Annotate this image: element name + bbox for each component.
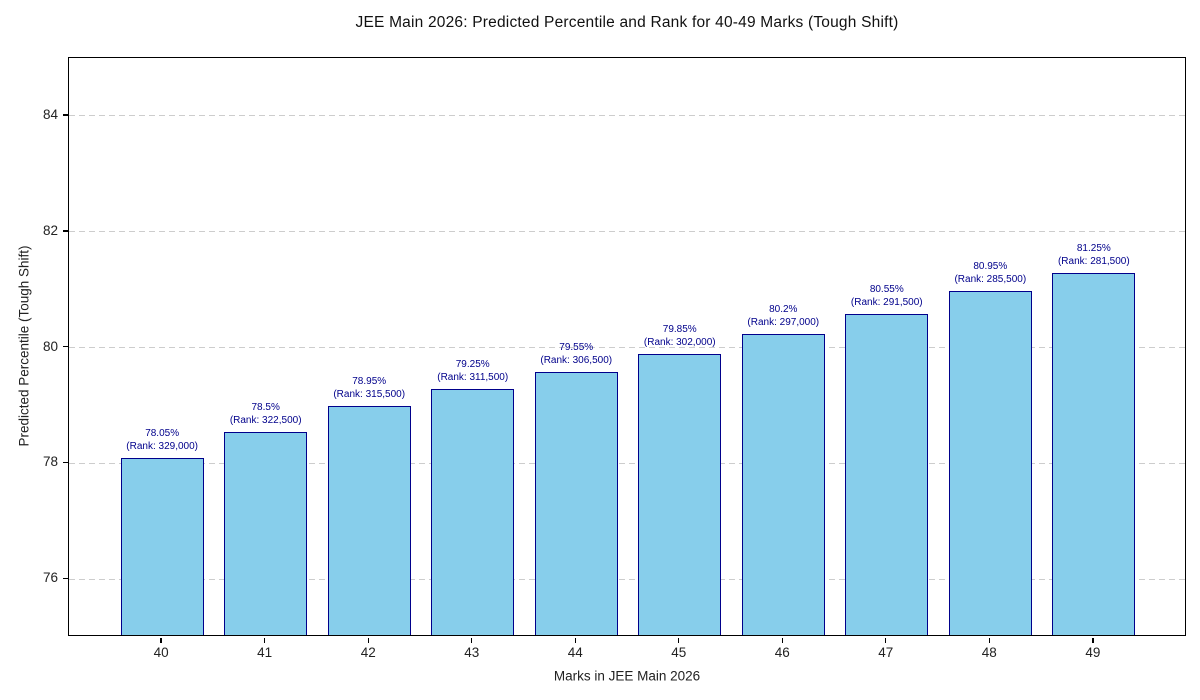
y-tick-label-76: 76 (42, 570, 58, 586)
bar-percent-label-41: 78.5% (251, 402, 280, 414)
x-tick-label-40: 40 (153, 645, 169, 660)
x-tick-label-46: 46 (774, 645, 790, 660)
bar-rank-label-44: (Rank: 306,500) (540, 354, 613, 366)
bar-rank-label-43: (Rank: 311,500) (437, 371, 509, 383)
bar-rank-label-40: (Rank: 329,000) (126, 441, 199, 453)
bar-label-43: 79.25% (Rank: 311,500) (383, 358, 563, 384)
bar-label-49: 81.25% (Rank: 281,500) (1004, 242, 1184, 268)
y-tick-mark-82 (63, 230, 68, 232)
x-tick-mark-45 (678, 637, 680, 643)
gridline-y-84 (69, 115, 1185, 117)
bar-label-47: 80.55% (Rank: 291,500) (797, 283, 977, 309)
y-tick-mark-76 (63, 577, 68, 579)
x-tick-label-44: 44 (567, 645, 583, 660)
bar-48 (948, 290, 1032, 635)
bar-rank-label-42: (Rank: 315,500) (333, 389, 406, 401)
x-tick-mark-41 (263, 637, 266, 643)
bar-label-40: 78.05% (Rank: 329,000) (72, 427, 252, 453)
bar-label-45: 79.85% (Rank: 302,000) (590, 323, 770, 349)
bar-percent-label-46: 80.2% (769, 303, 798, 315)
y-tick-label-80: 80 (42, 338, 58, 354)
bar-percent-label-44: 79.55% (559, 341, 594, 353)
x-tick-mark-44 (574, 637, 576, 643)
y-tick-mark-78 (63, 461, 68, 464)
bar-rank-label-48: (Rank: 285,500) (954, 273, 1027, 285)
x-tick-label-47: 47 (878, 645, 894, 660)
x-tick-mark-47 (885, 637, 887, 643)
bar-rank-label-47: (Rank: 291,500) (850, 296, 923, 308)
gridline-y-80 (69, 347, 1185, 348)
bar-rank-label-41: (Rank: 322,500) (229, 415, 302, 427)
bar-percent-label-45: 79.85% (662, 324, 697, 336)
bar-rank-label-45: (Rank: 302,000) (643, 337, 716, 349)
x-tick-label-41: 41 (257, 645, 273, 660)
bar-49 (1052, 273, 1136, 635)
x-tick-mark-42 (367, 637, 369, 643)
bar-percent-label-48: 80.95% (973, 260, 1008, 272)
x-axis-label: Marks in JEE Main 2026 (553, 668, 701, 684)
bar-label-44: 79.55% (Rank: 306,500) (486, 341, 666, 367)
y-tick-label-78: 78 (42, 454, 58, 470)
bar-percent-label-42: 78.95% (352, 376, 387, 388)
bar-percent-label-40: 78.05% (145, 428, 180, 440)
bar-44 (534, 371, 618, 635)
bar-percent-label-43: 79.25% (455, 358, 490, 370)
bar-label-41: 78.5% (Rank: 322,500) (176, 401, 356, 427)
bar-rank-label-49: (Rank: 281,500) (1057, 256, 1130, 268)
bar-40 (120, 458, 204, 635)
chart-title: JEE Main 2026: Predicted Percentile and … (355, 14, 899, 31)
y-tick-label-82: 82 (42, 222, 58, 238)
x-tick-mark-40 (160, 637, 162, 643)
x-tick-mark-48 (988, 637, 990, 643)
bar-42 (327, 406, 411, 635)
bar-label-42: 78.95% (Rank: 315,500) (279, 375, 459, 401)
bar-percent-label-49: 81.25% (1076, 243, 1111, 255)
x-tick-mark-46 (781, 637, 783, 643)
gridline-y-82 (69, 231, 1185, 233)
gridline-y-76 (69, 578, 1185, 580)
plot-area: 78.05% (Rank: 329,000) 78.5% (Rank: 322,500… (68, 57, 1186, 636)
y-tick-mark-84 (63, 114, 68, 116)
bar-label-48: 80.95% (Rank: 285,500) (900, 260, 1080, 286)
bar-43 (431, 388, 515, 635)
gridline-y-78 (69, 462, 1185, 464)
bar-47 (845, 313, 929, 635)
y-tick-mark-80 (63, 346, 68, 348)
bar-rank-label-46: (Rank: 297,000) (747, 316, 820, 328)
bar-percent-label-47: 80.55% (869, 283, 904, 295)
x-tick-label-45: 45 (671, 645, 687, 660)
bar-41 (224, 432, 308, 635)
y-tick-label-84: 84 (42, 106, 58, 122)
x-tick-label-48: 48 (981, 645, 997, 660)
x-tick-mark-43 (471, 637, 473, 643)
x-tick-mark-49 (1092, 637, 1094, 643)
bar-label-46: 80.2% (Rank: 297,000) (693, 303, 873, 329)
bar-45 (638, 354, 722, 635)
x-tick-label-42: 42 (360, 645, 376, 660)
x-tick-label-49: 49 (1085, 645, 1101, 660)
x-tick-label-43: 43 (464, 645, 480, 660)
bar-46 (741, 333, 825, 635)
